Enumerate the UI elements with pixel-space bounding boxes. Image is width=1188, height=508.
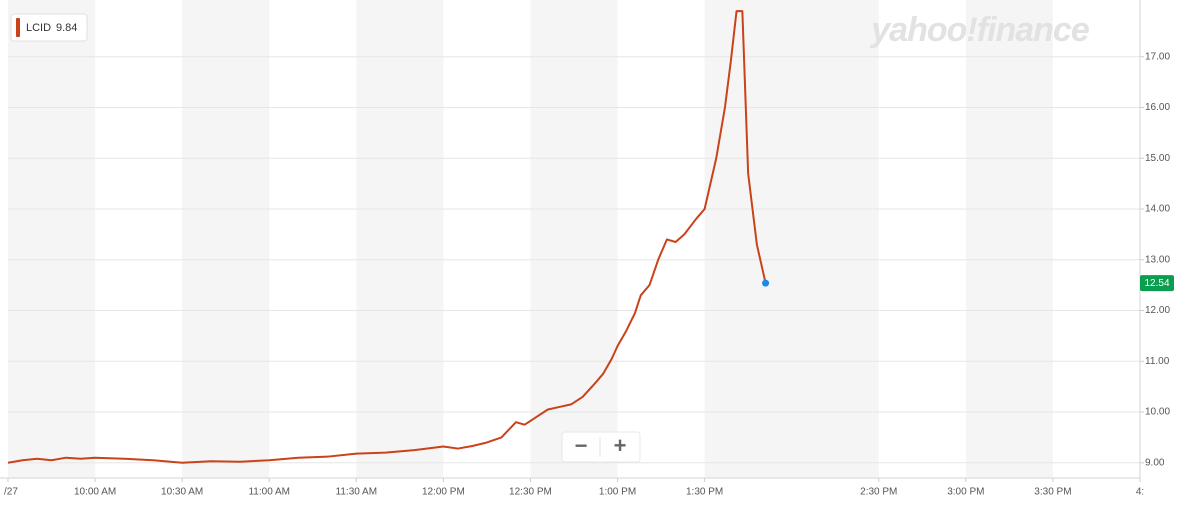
x-tick-label: 4:	[1136, 487, 1144, 498]
x-tick-label: /27	[4, 487, 18, 498]
time-band	[356, 0, 444, 478]
time-band	[8, 0, 96, 478]
time-band	[965, 0, 1053, 478]
x-tick-label: 3:30 PM	[1034, 487, 1071, 498]
y-tick-label: 13.00	[1145, 254, 1170, 265]
x-tick-label: 3:00 PM	[947, 487, 984, 498]
y-tick-label: 17.00	[1145, 51, 1170, 62]
y-tick-label: 11.00	[1145, 356, 1170, 367]
legend-value: 9.84	[56, 22, 77, 34]
x-tick-label: 11:30 AM	[336, 487, 378, 498]
legend-label: LCID	[26, 22, 51, 34]
legend-swatch	[16, 18, 20, 37]
x-tick-label: 11:00 AM	[248, 487, 290, 498]
zoom-controls: − +	[561, 431, 641, 463]
zoom-out-button[interactable]: −	[575, 433, 588, 458]
price-tag-label: 12.54	[1144, 278, 1169, 289]
y-tick-label: 14.00	[1145, 204, 1170, 215]
price-tag	[1140, 275, 1174, 292]
zoom-in-button[interactable]: +	[614, 433, 627, 458]
time-band	[704, 0, 879, 478]
x-tick-label: 10:00 AM	[74, 487, 116, 498]
plot: 12.54	[7, 10, 1174, 464]
x-tick-label: 2:30 PM	[860, 487, 897, 498]
x-tick-label: 1:00 PM	[599, 487, 636, 498]
y-tick-label: 16.00	[1145, 102, 1170, 113]
y-tick-label: 15.00	[1145, 153, 1170, 164]
x-tick-label: 10:30 AM	[161, 487, 203, 498]
x-tick-label: 1:30 PM	[686, 487, 723, 498]
x-tick-label: 12:00 PM	[422, 487, 465, 498]
time-band	[182, 0, 270, 478]
watermark: yahoo!finance	[869, 11, 1089, 49]
zoom-box	[561, 431, 641, 463]
legend-box	[10, 13, 88, 42]
time-bands	[8, 0, 1053, 478]
time-band	[530, 0, 618, 478]
price-line	[7, 10, 767, 464]
legend: LCID 9.84	[10, 13, 88, 42]
y-tick-label: 9.00	[1145, 457, 1165, 468]
y-tick-label: 12.00	[1145, 305, 1170, 316]
grid: 9.00 10.00 11.00 12.00 13.00 14.00 15.00 16.00 1…	[4, 51, 1170, 497]
y-tick-label: 10.00	[1145, 407, 1170, 418]
last-point	[762, 279, 770, 287]
x-tick-label: 12:30 PM	[509, 487, 552, 498]
